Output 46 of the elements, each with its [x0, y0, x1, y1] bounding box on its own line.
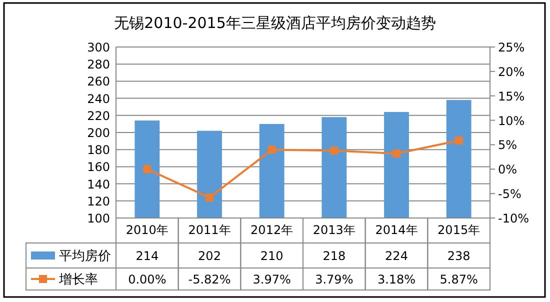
- data-label: 202: [198, 249, 221, 263]
- y-tick-label: 180: [87, 143, 110, 158]
- legend-label: 平均房价: [59, 248, 111, 264]
- y-tick-label: 200: [87, 126, 110, 140]
- chart-title: 无锡2010-2015年三星级酒店平均房价变动趋势: [114, 14, 436, 32]
- y-tick-label: 120: [87, 194, 110, 208]
- y2-tick-label: 20%: [498, 64, 525, 79]
- point: [392, 150, 400, 158]
- y-tick-label: 300: [87, 40, 110, 54]
- data-label: 218: [322, 249, 346, 263]
- x-tick-label: 2015年: [438, 223, 480, 237]
- y-tick-label: 260: [87, 74, 110, 89]
- data-label: 5.87%: [440, 272, 478, 286]
- x-tick-label: 2014年: [375, 223, 418, 237]
- y2-tick-label: 5%: [498, 138, 518, 152]
- data-label: 3.79%: [315, 272, 354, 286]
- legend-label: 增长率: [58, 272, 98, 288]
- x-tick-label: 2013年: [312, 223, 356, 237]
- y-tick-label: 280: [87, 58, 110, 72]
- point: [268, 146, 276, 154]
- point: [330, 146, 338, 155]
- x-tick-label: 2010年: [126, 223, 168, 237]
- data-label: 224: [385, 249, 408, 263]
- data-label: 214: [136, 249, 159, 263]
- x-tick-label: 2011年: [188, 223, 231, 237]
- data-label: 3.18%: [377, 272, 416, 286]
- data-label: 238: [447, 249, 470, 263]
- x-tick-label: 2012年: [250, 223, 294, 237]
- y-tick-label: 240: [87, 92, 110, 106]
- y2-tick-label: 0%: [498, 162, 518, 177]
- point: [206, 194, 214, 202]
- data-label: 3.97%: [252, 272, 291, 286]
- y2-tick-label: 25%: [498, 40, 525, 54]
- y-tick-label: 160: [87, 160, 110, 174]
- data-label: -5.82%: [188, 272, 231, 286]
- y-tick-label: 100: [87, 212, 110, 226]
- data-label: 210: [260, 249, 284, 263]
- y-tick-label: 220: [87, 108, 110, 123]
- y2-tick-label: -5%: [498, 187, 522, 202]
- data-label: 0.00%: [128, 272, 166, 286]
- y2-tick-label: -10%: [498, 212, 530, 226]
- point: [143, 165, 152, 174]
- y2-tick-label: 10%: [498, 114, 525, 128]
- y-tick-label: 140: [87, 177, 110, 192]
- y2-tick-label: 15%: [498, 89, 525, 104]
- point: [454, 136, 463, 144]
